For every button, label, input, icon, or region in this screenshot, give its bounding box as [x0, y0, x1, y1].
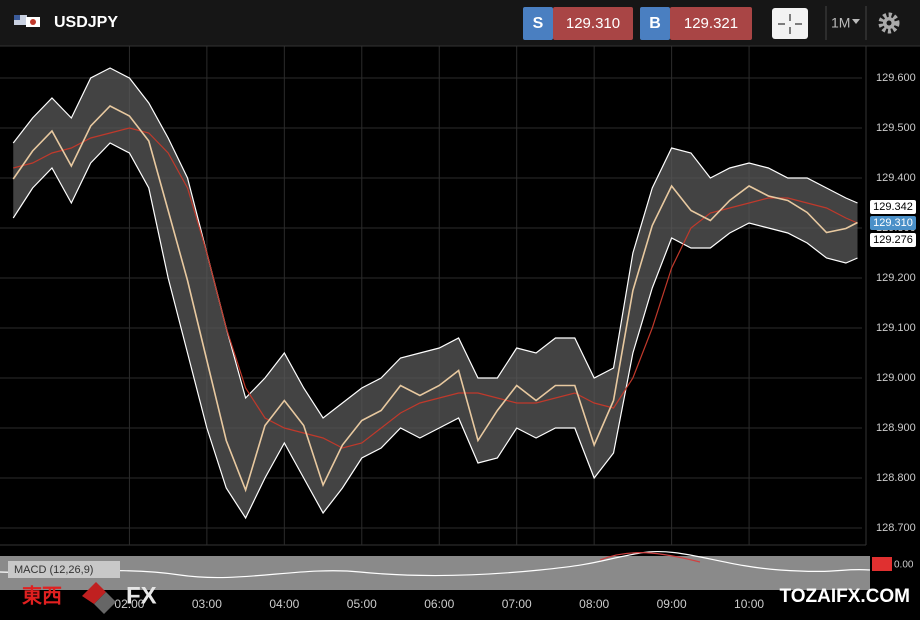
settings-button[interactable]	[878, 12, 900, 34]
price-label: 129.276	[873, 234, 913, 246]
price-label: 129.342	[873, 201, 913, 213]
y-tick-label: 128.800	[876, 472, 916, 484]
sell-price: 129.310	[566, 15, 620, 32]
x-tick-label: 03:00	[192, 597, 222, 611]
y-tick-label: 128.900	[876, 422, 916, 434]
x-tick-label: 05:00	[347, 597, 377, 611]
watermark-fx: FX	[126, 582, 157, 609]
price-label-box	[870, 233, 916, 247]
band-fill	[13, 68, 858, 518]
symbol: USDJPY	[54, 14, 118, 31]
buy-label: B	[649, 15, 661, 32]
buy-button[interactable]: B 129.321	[640, 7, 752, 40]
watermark-logo	[82, 582, 106, 604]
x-tick-label: 08:00	[579, 597, 609, 611]
price-label-box	[870, 216, 916, 230]
x-tick-label: 10:00	[734, 597, 764, 611]
y-tick-label: 129.600	[876, 72, 916, 84]
x-tick-label: 02:00	[114, 597, 144, 611]
timeframe-dropdown[interactable]: 1M	[831, 15, 860, 31]
y-tick-label: 128.700	[876, 522, 916, 534]
x-tick-label: 07:00	[502, 597, 532, 611]
price-label-box	[870, 200, 916, 214]
x-tick-label: 06:00	[424, 597, 454, 611]
x-tick-label: 09:00	[657, 597, 687, 611]
macd-label: MACD (12,26,9)	[14, 564, 93, 576]
y-tick-label: 129.500	[876, 122, 916, 134]
crosshair-button[interactable]	[772, 8, 808, 39]
watermark-kanji: 東西	[22, 584, 62, 607]
y-tick-label: 129.000	[876, 372, 916, 384]
indicator-line	[13, 127, 858, 449]
indicator-line	[12, 67, 858, 419]
price-line	[12, 105, 858, 493]
macd-label-box	[8, 561, 120, 578]
macd-signal	[599, 552, 701, 563]
watermark-logo	[94, 592, 116, 614]
indicator-line	[12, 142, 858, 520]
sell-button[interactable]: S 129.310	[523, 7, 633, 40]
y-tick-label: 129.100	[876, 322, 916, 334]
plot: 128.700 128.800 128.900 129.000 129.100 129.2…	[0, 46, 916, 611]
price-label: 129.310	[873, 217, 913, 229]
macd-line	[0, 550, 871, 579]
macd-zero-box	[872, 557, 892, 571]
flag	[14, 15, 40, 27]
sell-label: S	[533, 15, 544, 32]
buy-price: 129.321	[684, 15, 738, 32]
y-tick-label: 129.200	[876, 272, 916, 284]
watermark-site: TOZAIFX.COM	[779, 586, 910, 607]
y-tick-label: 129.400	[876, 172, 916, 184]
timeframe: 1M	[831, 15, 850, 31]
macd-zero-label: 0.00	[894, 560, 914, 571]
x-tick-label: 04:00	[269, 597, 299, 611]
header-bar	[0, 0, 920, 46]
